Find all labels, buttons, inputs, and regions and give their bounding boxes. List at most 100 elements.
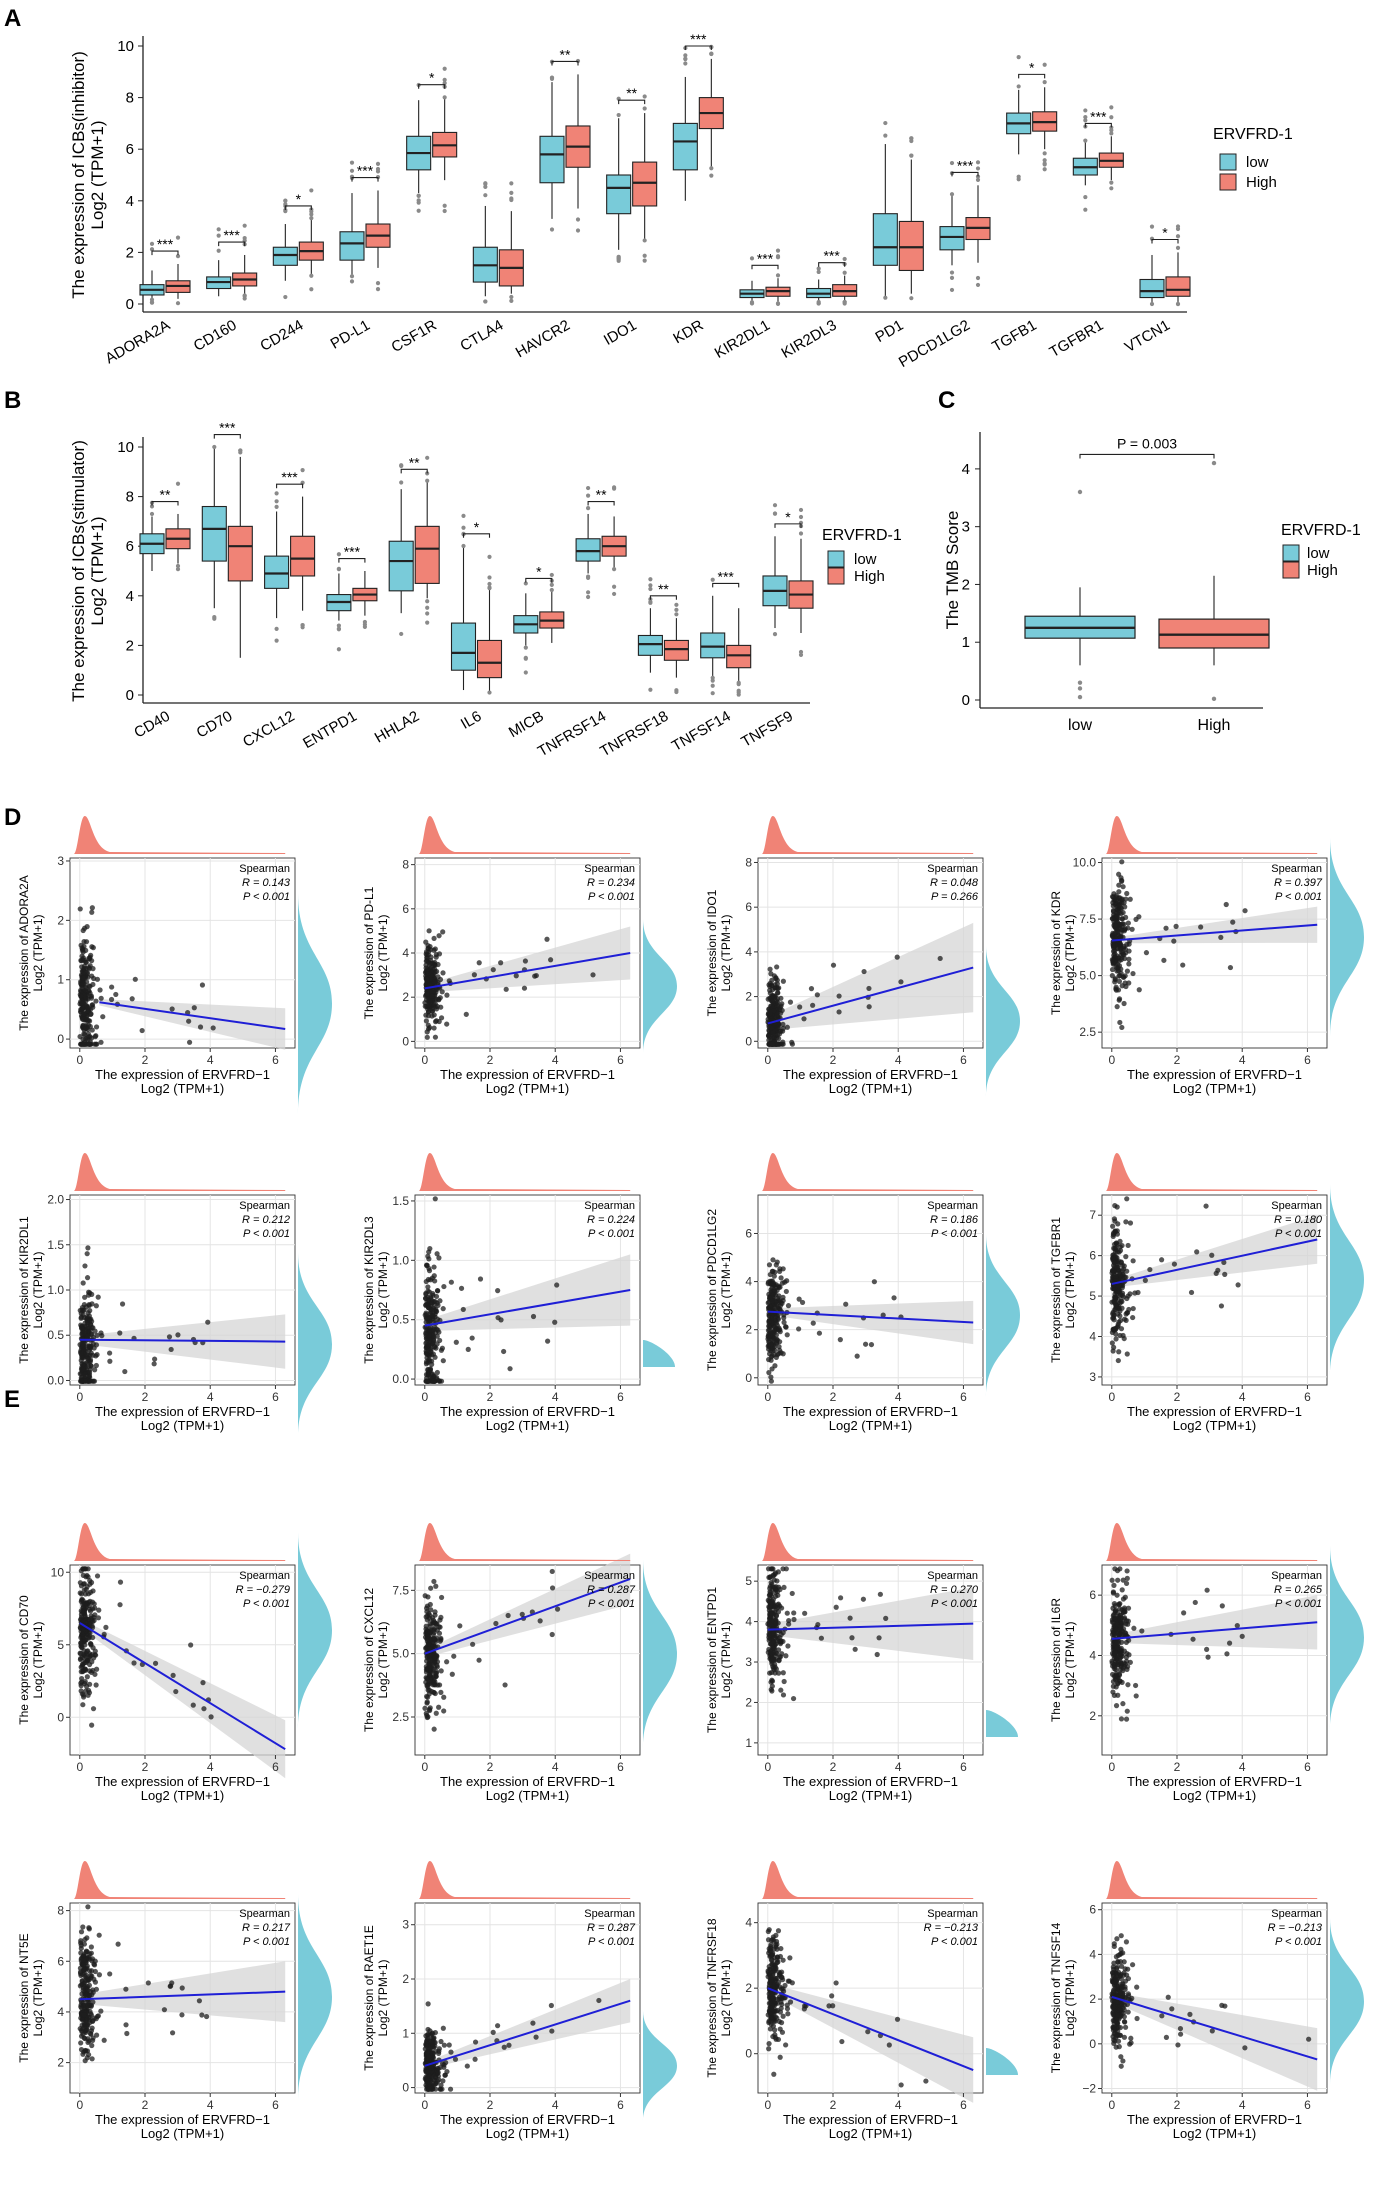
x-tick-label: 6: [272, 2098, 279, 2112]
data-point: [424, 958, 430, 964]
data-point: [771, 1336, 777, 1342]
r-value: R = 0.217: [242, 1922, 291, 1934]
data-point: [436, 1630, 443, 1636]
data-point: [521, 985, 528, 991]
x-tick-label: 2: [487, 2098, 494, 2112]
data-point: [552, 1319, 558, 1325]
data-point: [432, 1609, 438, 1615]
r-value: R = 0.143: [242, 877, 291, 889]
y-axis-subtitle: Log2 (TPM+1): [376, 1251, 390, 1328]
data-point: [777, 1284, 783, 1290]
data-point: [836, 1009, 842, 1015]
data-point: [781, 1319, 787, 1325]
data-point: [1124, 1310, 1131, 1316]
outlier-point: [416, 208, 421, 213]
data-point: [438, 1594, 445, 1601]
data-point: [92, 1328, 98, 1334]
data-point: [1110, 942, 1116, 948]
data-point: [1114, 1621, 1120, 1627]
data-point: [161, 2007, 168, 2013]
data-point: [768, 1374, 774, 1380]
outlier-point: [736, 688, 741, 693]
data-point: [80, 1962, 86, 1968]
marginal-density-y: [1330, 1184, 1364, 1376]
legend-low-key: [827, 550, 845, 568]
data-point: [774, 1982, 780, 1988]
data-point: [880, 1312, 886, 1318]
outlier-point: [349, 168, 355, 173]
outlier-point: [487, 575, 492, 580]
r-value: R = 0.265: [1274, 1584, 1323, 1596]
data-point: [89, 1973, 95, 1979]
data-point: [439, 1345, 446, 1351]
legend-high-key: [1282, 561, 1300, 579]
data-point: [495, 1288, 501, 1294]
data-point: [596, 1997, 602, 2004]
data-point: [1124, 1575, 1130, 1581]
data-point: [780, 2013, 786, 2019]
legend-c: ERVFRD-1 low High: [1281, 522, 1361, 579]
data-point: [93, 1342, 100, 1348]
data-point: [84, 1251, 90, 1257]
data-point: [191, 1005, 197, 1011]
data-point: [530, 2020, 536, 2026]
data-point: [96, 1972, 103, 1978]
outlier-point: [1016, 84, 1021, 89]
data-point: [78, 2040, 84, 2046]
data-point: [435, 2066, 441, 2072]
significance-bracket: [525, 577, 553, 583]
data-point: [1120, 1701, 1126, 1707]
x-tick-label: 2: [1174, 1760, 1181, 1774]
outlier-point: [362, 619, 367, 625]
data-point: [432, 1690, 438, 1697]
outlier-point: [586, 506, 591, 511]
data-point: [84, 1674, 90, 1680]
data-point: [772, 1570, 779, 1576]
data-point: [80, 1967, 87, 1973]
data-point: [93, 1024, 100, 1030]
data-point: [423, 1359, 430, 1365]
data-point: [1121, 1000, 1127, 1007]
data-point: [1124, 1268, 1130, 1274]
outlier-point: [416, 193, 421, 198]
data-point: [769, 977, 775, 983]
x-axis-subtitle: Log2 (TPM+1): [1173, 1081, 1256, 1096]
data-point: [801, 1016, 807, 1022]
y-tick-label: 5.0: [1079, 969, 1096, 983]
outlier-point: [586, 574, 591, 579]
p-value: P < 0.001: [931, 1228, 978, 1240]
data-point: [1119, 1299, 1125, 1305]
x-axis-subtitle: Log2 (TPM+1): [486, 2126, 569, 2141]
data-point: [87, 1327, 93, 1333]
data-point: [464, 2063, 470, 2069]
data-point: [796, 1326, 802, 1332]
data-point: [787, 999, 794, 1005]
data-point: [785, 2011, 791, 2017]
data-point: [778, 2005, 784, 2011]
data-point: [1131, 1625, 1137, 1631]
data-point: [777, 1953, 784, 1960]
x-tick-label: 6: [1304, 1053, 1311, 1067]
data-point: [1125, 920, 1131, 926]
outlier-point: [1083, 194, 1088, 200]
data-point: [766, 1262, 773, 1268]
data-point: [1116, 978, 1123, 984]
data-point: [1132, 1682, 1139, 1689]
data-point: [830, 2003, 836, 2009]
panel-label-c: C: [938, 387, 955, 414]
data-point: [81, 1031, 87, 1037]
data-point: [765, 1968, 771, 1974]
data-point: [1117, 1019, 1123, 1026]
data-point: [424, 1636, 430, 1642]
data-point: [88, 1343, 94, 1349]
data-point: [770, 992, 776, 999]
p-value: P < 0.001: [931, 1598, 978, 1610]
data-point: [522, 958, 529, 964]
data-point: [424, 966, 431, 972]
x-tick-label: 4: [552, 2098, 559, 2112]
y-axis-title: The expression of ENTPD1: [705, 1587, 719, 1733]
x-tick-label: HHLA2: [372, 708, 422, 747]
